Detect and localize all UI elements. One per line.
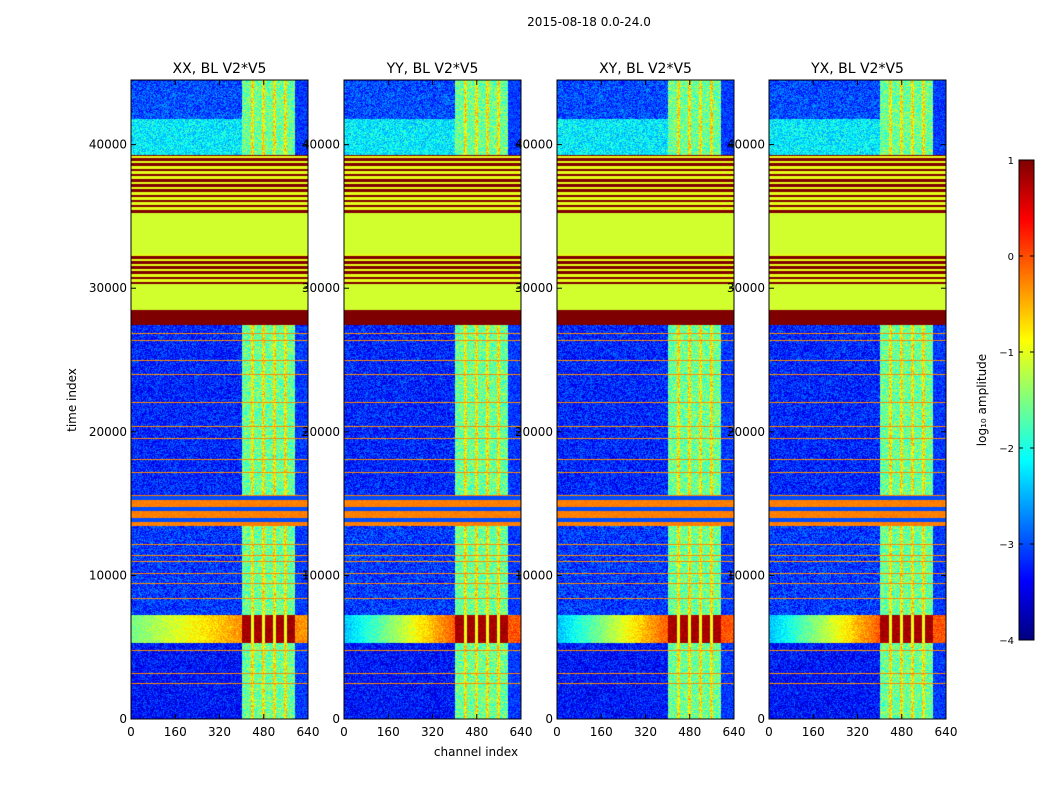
x-tick-label: 160 [377,725,400,739]
x-tick-label: 480 [890,725,913,739]
colorbar-label: log₁₀ amplitude [975,354,989,446]
y-tick-label: 10000 [89,568,127,582]
y-tick-label: 10000 [727,568,765,582]
x-tick-label: 480 [252,725,275,739]
x-tick-label: 640 [935,725,958,739]
panel-title: XY, BL V2*V5 [599,61,692,77]
y-tick-label: 0 [545,712,553,726]
panel-yx: YX, BL V2*V5 0 160 320 480 640 0 10000 20000 3000… [727,61,958,739]
y-tick-label: 40000 [727,138,765,152]
y-tick-label: 20000 [302,425,340,439]
colorbar-tick-label: 0 [1008,252,1014,263]
y-tick-label: 30000 [515,281,553,295]
colorbar: −4 −3 −2 −1 0 1 log₁₀ amplitude [975,156,1035,647]
x-tick-label: 0 [553,725,561,739]
x-tick-label: 640 [723,725,746,739]
x-tick-label: 320 [634,725,657,739]
x-tick-label: 0 [765,725,773,739]
colorbar-gradient [1018,159,1035,641]
y-tick-label: 10000 [515,568,553,582]
panel-title: XX, BL V2*V5 [173,61,267,77]
panel-yy: YY, BL V2*V5 0 160 320 480 640 0 10000 20000 3000… [302,61,533,739]
y-tick-label: 10000 [302,568,340,582]
x-tick-label: 160 [802,725,825,739]
y-tick-label: 0 [119,712,127,726]
colorbar-tick-label: −3 [999,540,1014,551]
heatmap-yy [344,80,521,719]
heatmap-xy [557,80,734,719]
x-tick-label: 320 [208,725,231,739]
x-tick-label: 160 [590,725,613,739]
x-tick-label: 480 [465,725,488,739]
colorbar-tick-label: −4 [999,636,1014,647]
x-tick-label: 640 [297,725,320,739]
y-tick-label: 30000 [302,281,340,295]
y-tick-label: 30000 [89,281,127,295]
colorbar-tick-label: −2 [999,444,1014,455]
y-tick-label: 40000 [515,138,553,152]
x-tick-label: 320 [846,725,869,739]
colorbar-tick-label: −1 [999,348,1014,359]
heatmap-xx [131,80,308,719]
x-tick-label: 480 [678,725,701,739]
y-tick-label: 0 [332,712,340,726]
colorbar-tick-label: 1 [1008,156,1014,167]
y-tick-label: 30000 [727,281,765,295]
x-axis-label: channel index [434,745,518,759]
panel-xx: XX, BL V2*V5 0 160 320 480 640 0 10000 20000 3000… [89,61,320,739]
heatmap-yx [769,80,946,719]
panel-title: YX, BL V2*V5 [810,61,904,77]
y-tick-label: 0 [757,712,765,726]
y-axis-label: time index [65,368,79,432]
panel-xy: XY, BL V2*V5 0 160 320 480 640 0 10000 20000 3000… [515,61,746,739]
figure-suptitle: 2015-08-18 0.0-24.0 [527,15,651,29]
x-tick-label: 160 [164,725,187,739]
y-tick-label: 40000 [302,138,340,152]
x-tick-label: 0 [340,725,348,739]
x-tick-label: 640 [510,725,533,739]
y-tick-label: 20000 [89,425,127,439]
y-tick-label: 40000 [89,138,127,152]
x-tick-label: 320 [421,725,444,739]
panel-title: YY, BL V2*V5 [386,61,479,77]
y-tick-label: 20000 [515,425,553,439]
y-tick-label: 20000 [727,425,765,439]
x-tick-label: 0 [127,725,135,739]
